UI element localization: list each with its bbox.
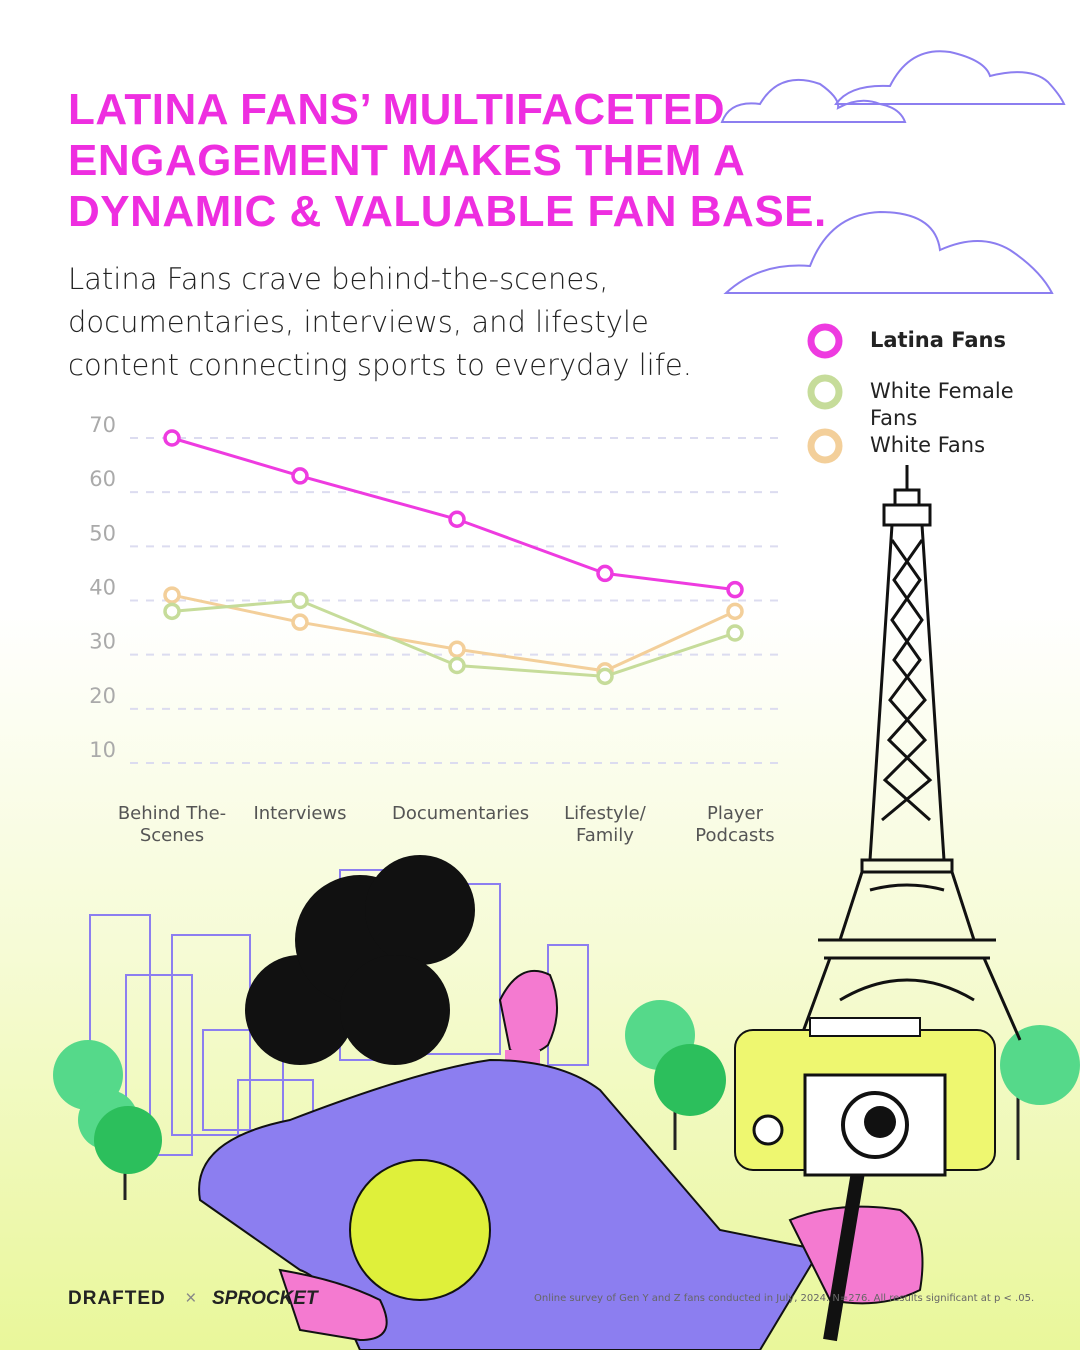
x-tick-label: Documentaries [392,803,530,824]
brand-separator: × [185,1288,197,1309]
legend-label: White Female Fans [870,379,1014,430]
x-tick-label: Behind The-Scenes [117,803,227,846]
data-point [448,640,466,658]
data-point [726,624,744,642]
legend-label: White Fans [870,433,986,457]
eiffel-tower [798,465,1022,1041]
data-point [291,591,309,610]
brand-logo: SPROCKET [212,1288,318,1309]
x-tick-label: Lifestyle/ Family [564,803,646,846]
title: LATINA FANS’ MULTIFACETED ENGAGEMENT MAK… [68,85,827,236]
subtitle: Latina Fans crave behind-the-scenes, doc… [68,262,692,382]
y-tick-label: 30 [89,630,116,654]
data-point [163,586,181,604]
data-point [163,429,181,447]
woman [198,855,924,1350]
chart: 10 20 30 40 50 60 70 [89,323,843,764]
data-point [448,510,466,528]
y-tick-label: 60 [89,467,116,491]
y-tick-label: 50 [89,521,116,545]
y-tick-label: 70 [89,413,116,437]
data-point [726,602,744,621]
x-tick-label: Interviews [253,803,347,824]
legend-marker [807,374,843,410]
data-point [448,656,466,675]
legend-label: Latina Fans [870,328,1006,352]
data-point [596,667,614,686]
x-tick-label: Player Podcasts [695,803,775,846]
y-tick-label: 10 [89,738,116,762]
y-tick-label: 40 [89,576,116,600]
footnote: Online survey of Gen Y and Z fans conduc… [534,1293,1035,1304]
trees [53,1000,1080,1200]
data-point [726,580,744,599]
data-point [596,564,614,583]
legend-marker [807,323,843,359]
data-point [291,613,309,631]
clouds [720,50,1066,294]
y-tick-label: 20 [89,684,116,708]
data-point [163,602,181,621]
legend-marker [807,428,843,464]
selfie-stick [734,1017,996,1342]
brand-logo: DRAFTED [68,1288,166,1309]
data-point [291,467,309,485]
